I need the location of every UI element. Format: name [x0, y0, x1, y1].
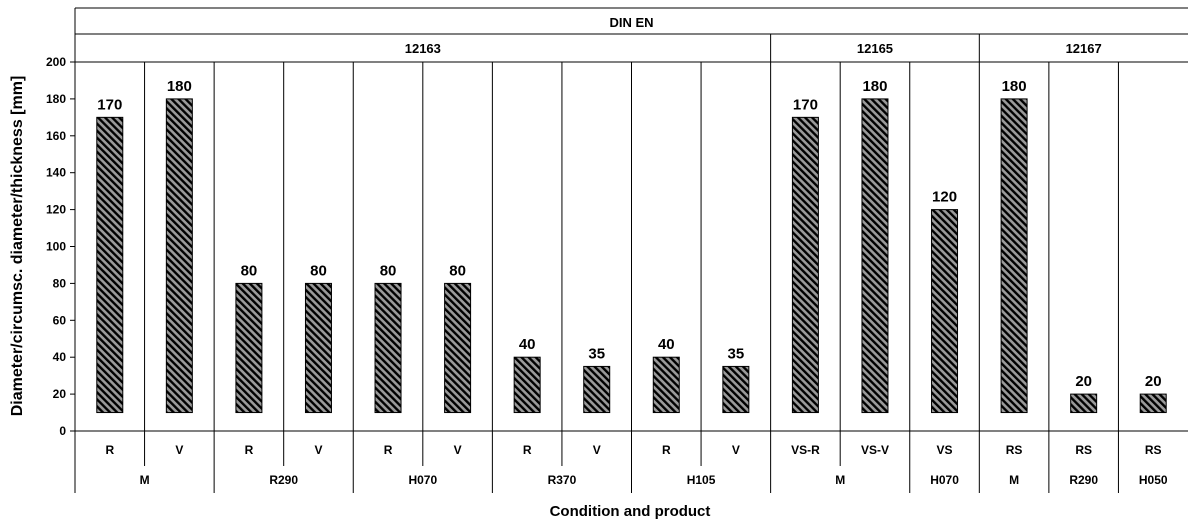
bar: [96, 116, 124, 414]
bar-value-label: 35: [728, 345, 745, 362]
bar: [165, 98, 193, 414]
category-label: R: [662, 443, 671, 457]
y-tick-label: 120: [46, 203, 66, 217]
category-label: VS: [937, 443, 953, 457]
condition-label: H070: [930, 473, 959, 487]
bar-value-label: 170: [793, 96, 818, 113]
category-label: V: [732, 443, 740, 457]
category-label: RS: [1075, 443, 1092, 457]
bar: [304, 282, 332, 414]
condition-label: H050: [1139, 473, 1168, 487]
y-tick-label: 0: [59, 424, 66, 438]
category-label: R: [384, 443, 393, 457]
condition-label: H070: [408, 473, 437, 487]
y-tick-label: 80: [53, 276, 67, 290]
category-label: V: [314, 443, 322, 457]
header-group: 12167: [1066, 41, 1102, 56]
bar-value-label: 120: [932, 189, 957, 206]
bar: [513, 356, 541, 414]
category-label: VS-R: [791, 443, 820, 457]
bar-value-label: 40: [658, 336, 675, 353]
bar: [652, 356, 680, 414]
condition-label: M: [140, 473, 150, 487]
bar-value-label: 180: [1002, 78, 1027, 95]
bar: [722, 365, 750, 414]
chart-frame: [70, 7, 1188, 493]
header-group: 12163: [405, 41, 441, 56]
category-label: VS-V: [861, 443, 889, 457]
bar: [931, 209, 959, 414]
y-tick-label: 60: [53, 313, 67, 327]
bar-value-label: 80: [380, 262, 397, 279]
y-tick-label: 140: [46, 166, 66, 180]
bar: [444, 282, 472, 414]
bar: [583, 365, 611, 414]
labels: DIN EN 12163 12165 12167 0 20 40 60 80 100 120 140 1…: [46, 15, 1168, 487]
header-standard: DIN EN: [609, 15, 653, 30]
category-label: R: [523, 443, 532, 457]
bar: [1139, 393, 1167, 414]
y-tick-label: 20: [53, 387, 67, 401]
header-group: 12165: [857, 41, 893, 56]
category-label: RS: [1145, 443, 1162, 457]
bar-value-label: 80: [449, 262, 466, 279]
category-label: RS: [1006, 443, 1023, 457]
bar-value-label: 35: [588, 345, 605, 362]
bar-value-label: 170: [97, 96, 122, 113]
y-tick-label: 160: [46, 129, 66, 143]
bars: [96, 98, 1167, 414]
bar-value-label: 180: [167, 78, 192, 95]
condition-label: H105: [687, 473, 716, 487]
bar-value-label: 80: [241, 262, 258, 279]
bar: [791, 116, 819, 414]
x-axis-label: Condition and product: [550, 503, 711, 520]
y-axis-label: Diameter/circumsc. diameter/thickness [m…: [9, 76, 26, 417]
bar-value-label: 20: [1075, 373, 1092, 390]
condition-label: M: [835, 473, 845, 487]
condition-label: M: [1009, 473, 1019, 487]
bar: [861, 98, 889, 414]
category-label: V: [175, 443, 183, 457]
category-label: V: [593, 443, 601, 457]
bar: [235, 282, 263, 414]
bar: [1000, 98, 1028, 414]
y-tick-label: 180: [46, 92, 66, 106]
y-tick-label: 40: [53, 350, 67, 364]
y-tick-label: 100: [46, 240, 66, 254]
bar-value-label: 80: [310, 262, 327, 279]
bar-value-label: 20: [1145, 373, 1162, 390]
bar-value-label: 40: [519, 336, 536, 353]
category-label: V: [454, 443, 462, 457]
bar: [374, 282, 402, 414]
condition-label: R290: [1069, 473, 1098, 487]
bar: [1070, 393, 1098, 414]
condition-label: R370: [548, 473, 577, 487]
condition-label: R290: [269, 473, 298, 487]
bar-value-label: 180: [862, 78, 887, 95]
y-tick-label: 200: [46, 55, 66, 69]
category-label: R: [245, 443, 254, 457]
category-label: R: [105, 443, 114, 457]
